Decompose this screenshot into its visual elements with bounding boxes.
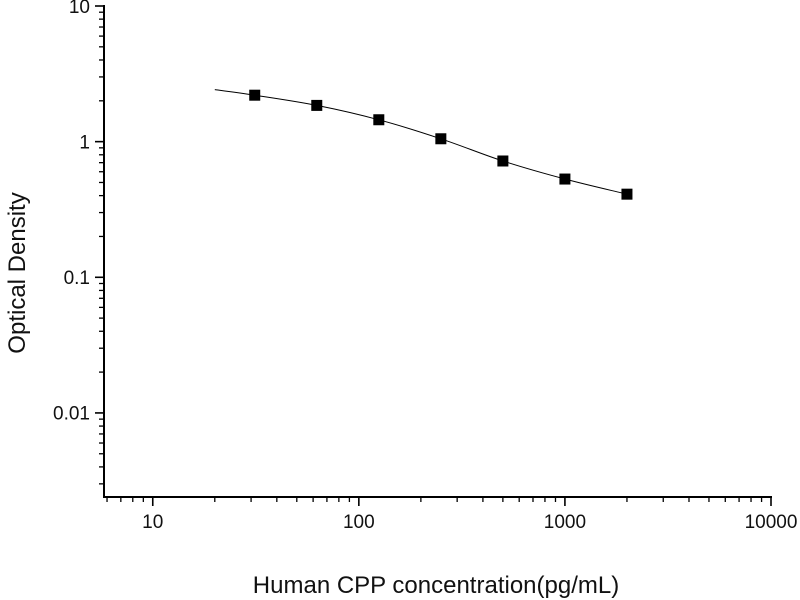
x-axis-title: Human CPP concentration(pg/mL) [253,572,619,599]
x-tick-label: 10 [142,512,163,533]
data-point-marker [435,133,447,145]
ticks-layer [95,5,772,506]
axes-layer [103,5,772,498]
series-layer [214,89,633,200]
x-tick-label: 100 [343,512,375,533]
y-tick-label: 0.1 [64,268,90,289]
y-tick-label: 0.01 [53,404,90,425]
data-point-marker [249,89,261,101]
data-point-marker [311,99,323,111]
y-axis-title: Optical Density [4,192,31,353]
tick-labels-layer: 10 100 1000 10000 10 1 0.1 0.01 [53,0,797,533]
x-tick-label: 1000 [544,512,586,533]
fitted-curve-line [214,89,628,195]
data-point-marker [373,114,385,126]
data-point-marker [497,155,509,167]
y-tick-label: 10 [69,0,90,18]
data-point-marker [621,188,633,200]
y-tick-label: 1 [79,132,90,153]
data-point-marker [559,173,571,185]
x-tick-label: 10000 [745,512,798,533]
